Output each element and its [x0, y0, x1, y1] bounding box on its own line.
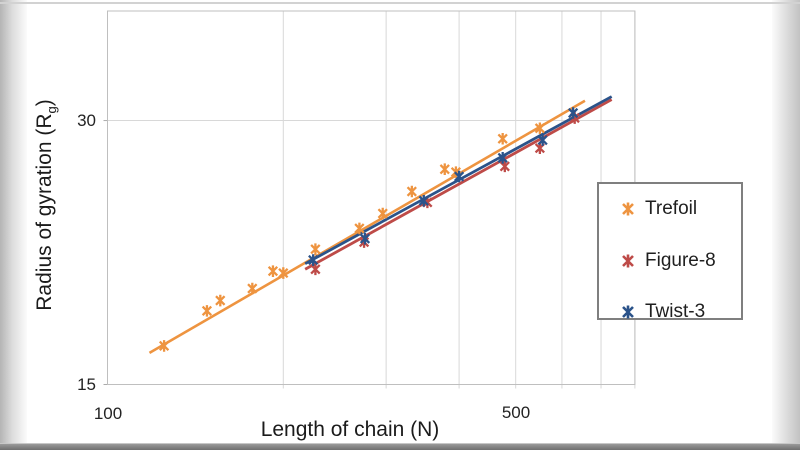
- y-tick-label-15: 15: [77, 375, 96, 394]
- y-axis-title: Radius of gyration (Rg): [33, 55, 59, 355]
- y-axis-title-subscript: g: [44, 106, 60, 114]
- legend-label-figure8: Figure-8: [645, 250, 716, 271]
- trefoil-marker-icon: [622, 202, 634, 216]
- frame-left-gradient: [0, 0, 27, 450]
- frame-bottom-bar: [0, 444, 800, 450]
- x-tick-label-500: 500: [501, 403, 531, 422]
- x-axis-title: Length of chain (N): [260, 418, 440, 441]
- frame-bottom-line: [0, 443, 800, 444]
- y-axis-title-close: ): [33, 99, 56, 107]
- legend-item-trefoil: Trefoil: [619, 197, 697, 221]
- legend: Trefoil Figure-8 Twist-3: [597, 182, 743, 322]
- frame-top-line: [0, 2, 800, 4]
- legend-item-twist3: Twist-3: [619, 300, 705, 324]
- twist3-marker-icon: [622, 305, 634, 319]
- legend-item-figure8: Figure-8: [619, 249, 716, 273]
- y-axis-title-text: Radius of gyration (R: [33, 113, 56, 311]
- y-tick-label-30: 30: [77, 111, 96, 130]
- legend-label-trefoil: Trefoil: [645, 198, 698, 219]
- frame-right-gradient: [772, 0, 800, 450]
- x-tick-label-100: 100: [93, 404, 123, 423]
- figure8-marker-icon: [622, 254, 634, 268]
- legend-label-twist3: Twist-3: [645, 301, 706, 322]
